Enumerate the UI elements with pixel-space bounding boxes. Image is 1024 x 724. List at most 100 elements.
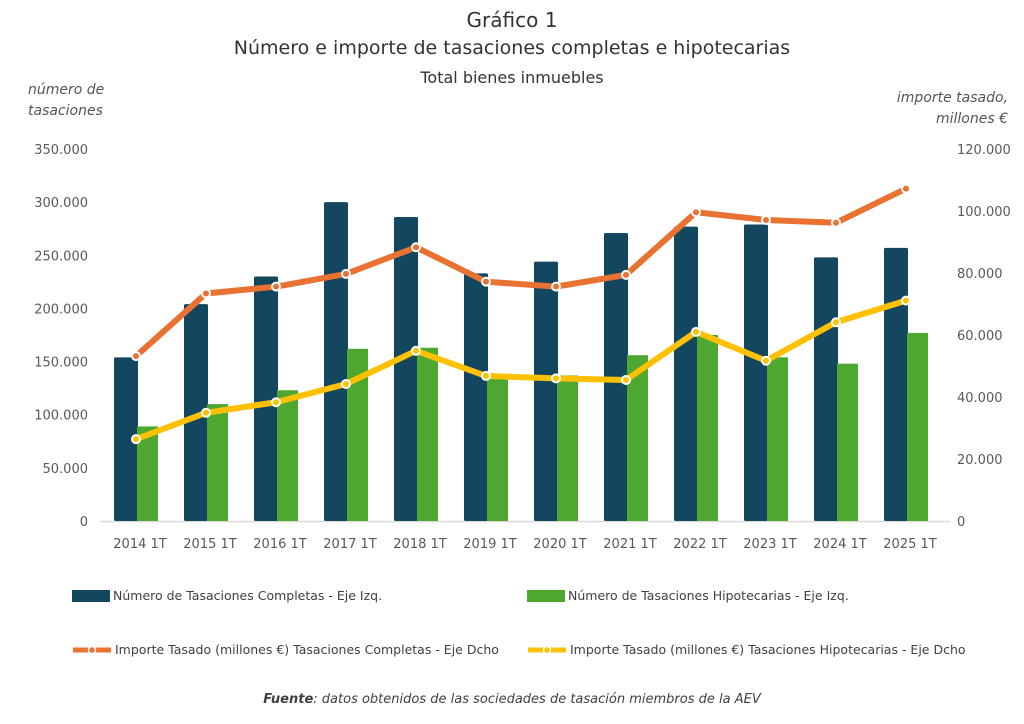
left-axis-title-line2: tasaciones (28, 103, 103, 119)
x-tick-label: 2023 1T (743, 537, 796, 552)
left-tick-label: 100.000 (34, 409, 88, 424)
legend-line-marker-icon (528, 645, 566, 654)
legend-item-hipotecarias-amount: Importe Tasado (millones €) Tasaciones H… (527, 642, 966, 657)
right-axis-title-line2: millones € (935, 111, 1008, 127)
right-tick-label: 0 (957, 515, 965, 530)
left-tick-label: 250.000 (34, 249, 88, 264)
x-tick-label: 2025 1T (883, 537, 936, 552)
source-footer: Fuente: datos obtenidos de las sociedade… (0, 692, 1024, 707)
line-point (201, 407, 211, 418)
legend-label: Importe Tasado (millones €) Tasaciones H… (570, 642, 966, 657)
line-point (131, 351, 141, 362)
bar-hipotecarias (137, 426, 158, 521)
x-tick-label: 2015 1T (183, 537, 236, 552)
legend-line-marker-icon (73, 645, 111, 654)
bar-hipotecarias (767, 357, 788, 521)
line-point (341, 268, 351, 279)
line-point (691, 207, 701, 218)
right-tick-label: 80.000 (957, 267, 1003, 282)
x-tick-label: 2016 1T (253, 537, 306, 552)
left-tick-label: 350.000 (34, 143, 88, 158)
right-tick-label: 20.000 (957, 453, 1003, 468)
line-point (411, 345, 421, 356)
line-point (271, 281, 281, 292)
bar-completas (814, 257, 838, 521)
x-tick-label: 2014 1T (113, 537, 166, 552)
legend-swatch-icon (72, 589, 110, 602)
legend-swatch-icon (527, 589, 565, 602)
chart-subtitle-2: Total bienes inmuebles (420, 68, 604, 87)
left-tick-label: 150.000 (34, 356, 88, 371)
line-series-3 (134, 297, 907, 442)
right-tick-label: 60.000 (957, 329, 1003, 344)
bar-hipotecarias (697, 335, 718, 521)
line-point (551, 281, 561, 292)
bar-completas (254, 276, 278, 521)
bar-completas (674, 226, 698, 522)
bar-completas (464, 273, 488, 521)
right-axis-title: importe tasado, millones € (897, 88, 1008, 130)
line-point (831, 217, 841, 228)
chart-title: Gráfico 1 (466, 8, 558, 32)
bar-hipotecarias (417, 347, 438, 521)
right-tick-label: 100.000 (957, 205, 1011, 220)
x-tick-label: 2024 1T (813, 537, 866, 552)
line-point (481, 276, 491, 287)
left-tick-label: 300.000 (34, 196, 88, 211)
bar-hipotecarias (487, 378, 508, 521)
source-text: : datos obtenidos de las sociedades de t… (313, 692, 761, 707)
line-point (691, 326, 701, 337)
line-point (831, 317, 841, 328)
bar-hipotecarias (347, 348, 368, 521)
line-point (551, 373, 561, 384)
bar-completas (394, 217, 418, 521)
bar-completas (114, 357, 138, 521)
chart-subtitle: Número e importe de tasaciones completas… (233, 37, 791, 59)
bar-completas (534, 261, 558, 521)
bar-hipotecarias (277, 390, 298, 521)
left-tick-label: 0 (80, 515, 88, 530)
legend-label: Número de Tasaciones Completas - Eje Izq… (113, 588, 383, 603)
line-point (341, 378, 351, 389)
line-point (131, 434, 141, 445)
legend-label: Importe Tasado (millones €) Tasaciones C… (115, 642, 499, 657)
bar-completas (184, 304, 208, 521)
line-point (901, 183, 911, 194)
x-tick-label: 2018 1T (393, 537, 446, 552)
bar-hipotecarias (557, 375, 578, 521)
bar-completas (744, 224, 768, 521)
legend-item-completas-amount: Importe Tasado (millones €) Tasaciones C… (72, 642, 499, 657)
bar-completas (324, 202, 348, 521)
right-axis-title-line1: importe tasado, (896, 90, 1008, 106)
right-tick-label: 40.000 (957, 391, 1003, 406)
line-point (201, 288, 211, 299)
x-tick-label: 2020 1T (533, 537, 586, 552)
line-point (761, 355, 771, 366)
line-point (481, 370, 491, 381)
left-axis-title: número de tasaciones (28, 80, 104, 122)
x-tick-label: 2022 1T (673, 537, 726, 552)
line-series-2 (133, 185, 908, 359)
left-tick-label: 50.000 (43, 462, 89, 477)
line-point (271, 397, 281, 408)
line-point (901, 295, 911, 306)
legend-item-hipotecarias-count: Número de Tasaciones Hipotecarias - Eje … (527, 588, 849, 603)
left-axis-title-line1: número de (28, 82, 105, 98)
bar-hipotecarias (907, 332, 928, 521)
line-point (621, 374, 631, 385)
source-label: Fuente (263, 692, 314, 707)
bar-completas (884, 247, 908, 522)
x-tick-label: 2019 1T (463, 537, 516, 552)
bar-hipotecarias (207, 404, 228, 521)
line-point (411, 242, 421, 253)
right-tick-label: 120.000 (957, 143, 1011, 158)
legend-item-completas-count: Número de Tasaciones Completas - Eje Izq… (72, 588, 382, 603)
left-tick-label: 200.000 (34, 302, 88, 317)
x-tick-label: 2021 1T (603, 537, 656, 552)
bar-hipotecarias (627, 355, 648, 521)
line-point (621, 269, 631, 280)
line-point (761, 214, 771, 225)
x-tick-label: 2017 1T (323, 537, 376, 552)
legend-label: Número de Tasaciones Hipotecarias - Eje … (568, 588, 849, 603)
